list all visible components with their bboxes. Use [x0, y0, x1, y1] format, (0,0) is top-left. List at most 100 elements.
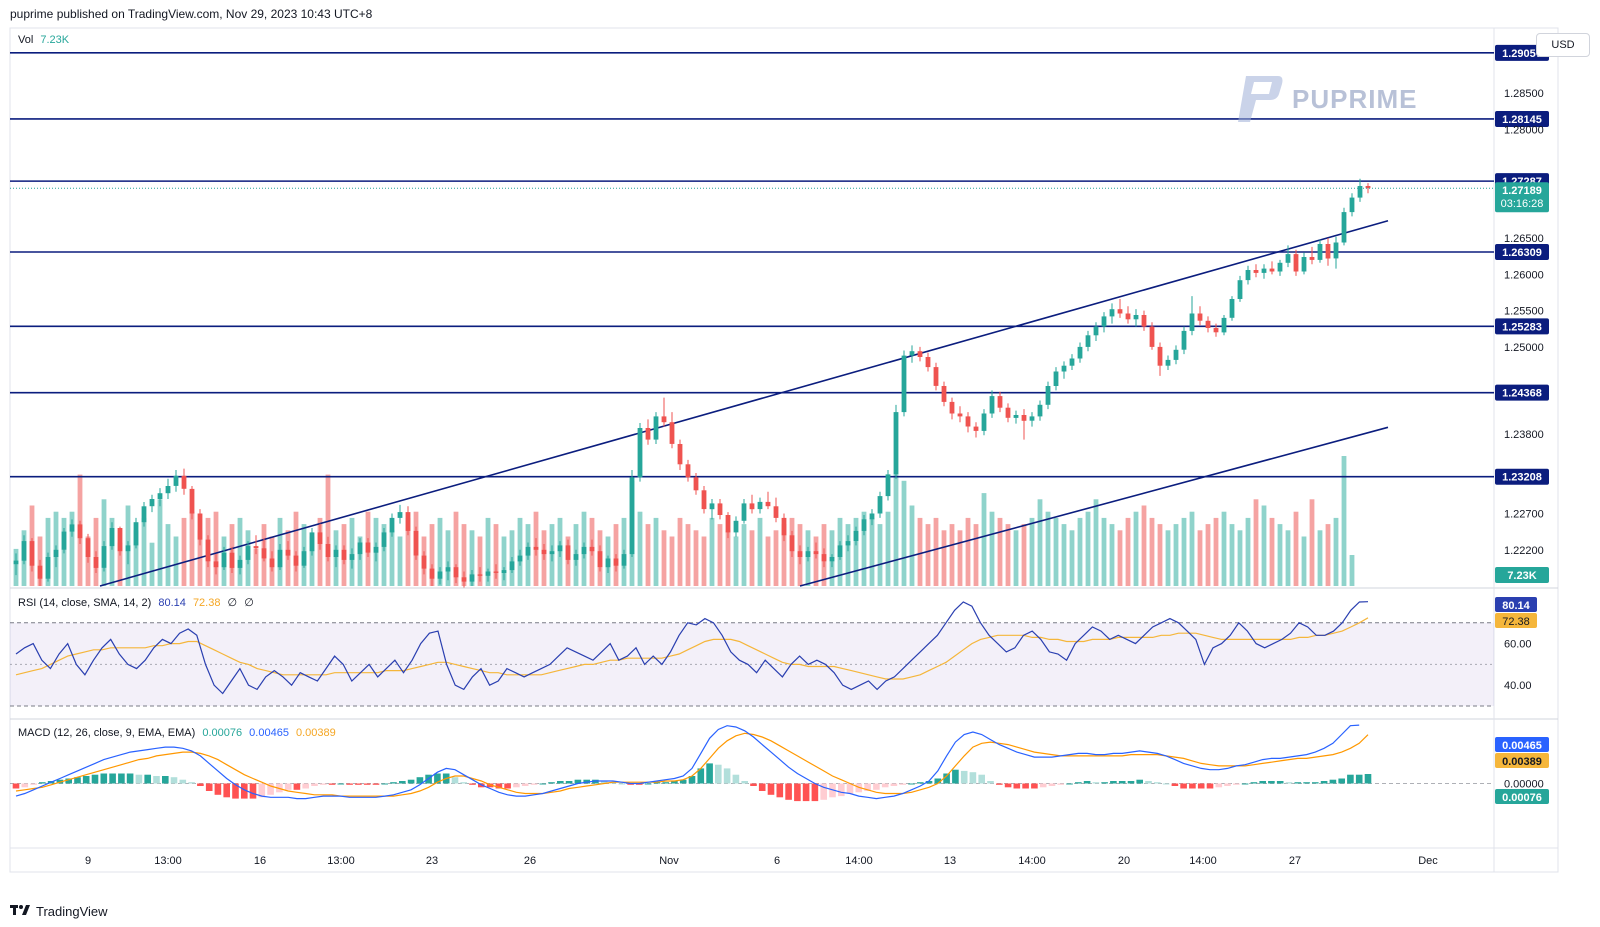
candle	[133, 517, 139, 549]
candle	[829, 554, 835, 568]
level-label: 1.29057	[1495, 44, 1549, 61]
candle	[661, 397, 667, 427]
candle-body	[413, 530, 419, 556]
volume-bar	[133, 530, 139, 586]
candle-body	[741, 503, 747, 521]
candle-body	[453, 567, 459, 578]
macd-histogram-bar	[74, 777, 81, 784]
macd-histogram-bar	[1031, 783, 1038, 789]
macd-histogram-bar	[636, 783, 643, 785]
candle	[53, 545, 59, 568]
candle	[205, 535, 211, 568]
candle-body	[437, 571, 443, 579]
candle-body	[645, 428, 651, 440]
candle	[389, 513, 395, 537]
candle	[949, 397, 955, 420]
volume-bar	[1325, 524, 1331, 586]
macd-histogram-bar	[513, 783, 520, 788]
candle	[1133, 309, 1139, 327]
candle	[589, 539, 595, 556]
macd-histogram-bar	[258, 783, 266, 798]
candle-body	[685, 464, 691, 478]
candle-body	[677, 444, 683, 465]
candle	[1333, 236, 1339, 269]
candle	[269, 551, 275, 572]
volume-bar	[1269, 517, 1275, 586]
candle	[1293, 249, 1299, 276]
macd-line	[15, 724, 1360, 800]
rsi-line	[15, 601, 1369, 695]
volume-bar	[1213, 517, 1219, 586]
volume-bar	[1165, 530, 1171, 586]
candle-body	[333, 549, 339, 557]
candle	[733, 516, 739, 537]
level-label-text: 1.23208	[1502, 472, 1542, 484]
candle-body	[261, 548, 267, 559]
macd-histogram-bar	[1013, 783, 1021, 789]
candle-body	[1085, 335, 1091, 347]
volume-bar	[925, 524, 931, 586]
volume-bar	[1125, 517, 1131, 586]
macd-histogram-bar	[548, 782, 555, 784]
candle	[181, 468, 187, 495]
volume-bar	[1117, 530, 1123, 586]
x-tick-label: Dec	[1418, 855, 1438, 867]
macd-histogram-bar	[688, 776, 696, 784]
volume-tag-bg	[1495, 567, 1549, 583]
candle-body	[1005, 407, 1011, 418]
rsi-legend-value-4: ∅	[244, 597, 254, 609]
candle	[1085, 330, 1091, 352]
currency-button[interactable]: USD	[1536, 33, 1590, 57]
candle-body	[229, 552, 235, 568]
volume-bar	[1317, 530, 1323, 586]
macd-histogram-bar	[1320, 781, 1328, 784]
volume-bar	[405, 517, 411, 586]
candle-body	[1317, 244, 1323, 260]
macd-histogram-bar	[12, 783, 20, 789]
volume-bar	[1341, 456, 1347, 586]
tradingview-brand[interactable]: TradingView	[10, 904, 108, 919]
macd-histogram-bar	[890, 783, 898, 786]
candle-body	[669, 422, 675, 444]
macd-histogram-bar	[328, 783, 336, 785]
macd-histogram-bar	[109, 773, 116, 784]
level-label-bg	[1495, 318, 1549, 335]
candle	[301, 546, 307, 568]
candle-body	[557, 545, 563, 552]
price-tick-label: 1.26000	[1504, 269, 1544, 281]
macd-histogram-bar	[802, 783, 810, 802]
candle-body	[941, 386, 947, 402]
publish-line: puprime published on TradingView.com, No…	[10, 7, 373, 21]
candle-body	[245, 546, 251, 560]
macd-histogram-bar	[679, 779, 687, 784]
volume-bar	[677, 517, 683, 586]
candle-body	[253, 546, 259, 549]
candle	[1109, 303, 1115, 324]
x-tick-label: 20	[1118, 855, 1130, 867]
candle-body	[197, 513, 203, 540]
macd-histogram-bar	[899, 783, 906, 785]
candle-body	[309, 532, 315, 552]
candle-body	[485, 571, 491, 576]
candle-body	[605, 558, 611, 568]
candle	[925, 352, 931, 372]
candle	[869, 509, 875, 526]
macd-legend-value-signal: 0.00389	[296, 727, 336, 739]
volume-bar	[429, 524, 435, 586]
candle-body	[1349, 197, 1355, 213]
macd-histogram-bar	[653, 782, 661, 784]
level-label: 1.25283	[1495, 318, 1549, 335]
candle-body	[1141, 315, 1147, 327]
volume-bar	[909, 505, 915, 586]
macd-histogram-bar	[1197, 783, 1205, 789]
macd-histogram-bar	[557, 781, 564, 784]
candle-body	[389, 517, 395, 533]
candle-body	[1357, 186, 1363, 198]
candle	[1197, 306, 1203, 326]
level-label-text: 1.24368	[1502, 388, 1542, 400]
macd-histogram-bar	[1180, 783, 1187, 789]
candle	[1125, 306, 1131, 324]
candle-body	[69, 524, 75, 532]
macd-histogram-bar	[1347, 774, 1354, 784]
